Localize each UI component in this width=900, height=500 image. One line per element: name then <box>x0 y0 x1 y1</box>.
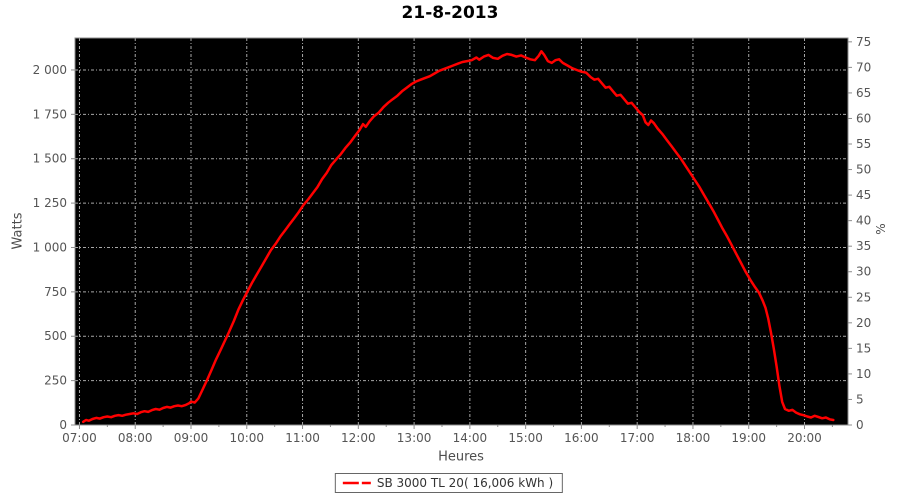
x-tick-label: 20:00 <box>787 431 822 445</box>
y-right-tick-label: 10 <box>856 367 871 381</box>
y-axis-left-title: Watts <box>10 212 26 250</box>
y-right-tick-label: 30 <box>856 265 871 279</box>
y-right-tick-label: 55 <box>856 137 871 151</box>
x-tick-label: 13:00 <box>397 431 432 445</box>
x-tick-label: 16:00 <box>564 431 599 445</box>
y-right-tick-label: 75 <box>856 35 871 49</box>
x-tick-label: 14:00 <box>453 431 488 445</box>
y-left-tick-label: 2 000 <box>33 63 67 77</box>
plot-border <box>74 37 849 426</box>
y-right-tick-label: 0 <box>856 418 864 432</box>
legend-line-icon <box>342 481 371 485</box>
series-line <box>81 50 835 424</box>
x-tick-label: 07:00 <box>62 431 97 445</box>
y-left-tick-label: 750 <box>44 285 67 299</box>
y-left-tick-label: 1 500 <box>33 152 67 166</box>
x-tick-label: 09:00 <box>174 431 209 445</box>
chart-title: 21-8-2013 <box>401 3 499 23</box>
x-tick-label: 10:00 <box>229 431 264 445</box>
y-right-tick-label: 65 <box>856 86 871 100</box>
y-axis-right-title: % <box>874 223 888 235</box>
x-tick-label: 11:00 <box>285 431 320 445</box>
y-left-tick-label: 0 <box>59 418 67 432</box>
y-left-tick-label: 1 750 <box>33 107 67 121</box>
x-tick-label: 19:00 <box>731 431 766 445</box>
legend-label: SB 3000 TL 20( 16,006 kWh ) <box>376 476 554 490</box>
y-right-tick-label: 50 <box>856 163 871 177</box>
y-right-tick-label: 40 <box>856 214 871 228</box>
legend-box: SB 3000 TL 20( 16,006 kWh ) <box>334 473 564 493</box>
y-right-tick-label: 25 <box>856 290 871 304</box>
plot-background <box>75 38 848 425</box>
y-right-tick-label: 70 <box>856 60 871 74</box>
y-right-tick-label: 5 <box>856 392 864 406</box>
x-tick-label: 17:00 <box>620 431 655 445</box>
y-right-tick-label: 60 <box>856 111 871 125</box>
y-right-tick-label: 20 <box>856 316 871 330</box>
y-right-tick-label: 15 <box>856 341 871 355</box>
x-tick-label: 08:00 <box>118 431 153 445</box>
x-tick-label: 18:00 <box>676 431 711 445</box>
y-left-tick-label: 500 <box>44 329 67 343</box>
y-right-tick-label: 45 <box>856 188 871 202</box>
x-axis-title: Heures <box>438 449 484 465</box>
y-right-tick-label: 35 <box>856 239 871 253</box>
x-tick-label: 12:00 <box>341 431 376 445</box>
x-tick-label: 15:00 <box>508 431 543 445</box>
y-left-tick-label: 1 000 <box>33 240 67 254</box>
y-left-tick-label: 1 250 <box>33 196 67 210</box>
y-left-tick-label: 250 <box>44 374 67 388</box>
